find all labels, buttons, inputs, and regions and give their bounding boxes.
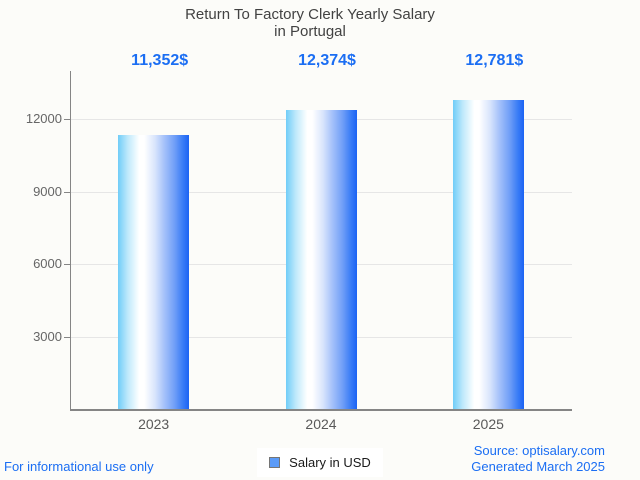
legend-label: Salary in USD [289, 455, 371, 470]
x-tick-label: 2025 [472, 416, 504, 432]
source-attribution: Source: optisalary.com Generated March 2… [471, 443, 605, 475]
y-tick-label: 6000 [33, 256, 62, 272]
y-axis-line [70, 71, 71, 411]
y-axis-tick [64, 119, 70, 121]
bar-2025[interactable] [452, 100, 524, 409]
bar-value-label: 11,352$ [131, 52, 189, 69]
generated-line: Generated March 2025 [471, 459, 605, 474]
y-tick-label: 12000 [25, 111, 62, 127]
bar-2024[interactable] [285, 110, 357, 409]
chart-title-line2: in Portugal [274, 23, 346, 40]
y-axis-tick [64, 264, 70, 266]
disclaimer-text: For informational use only [4, 459, 154, 474]
legend: Salary in USD [0, 448, 640, 477]
bar-value-label: 12,781$ [465, 52, 524, 69]
y-axis-tick [64, 191, 70, 193]
chart-title: Return To Factory Clerk Yearly Salary in… [0, 6, 620, 40]
bar-value-label: 12,374$ [298, 52, 356, 69]
y-tick-label: 3000 [33, 328, 62, 344]
x-tick-label: 2024 [305, 416, 337, 432]
y-axis-tick [64, 336, 70, 338]
x-axis-line [70, 409, 572, 411]
y-tick-label: 9000 [33, 183, 62, 199]
legend-swatch-icon [269, 457, 281, 468]
legend-item[interactable]: Salary in USD [257, 448, 383, 477]
bar-2023[interactable] [118, 134, 190, 409]
x-tick-label: 2023 [138, 416, 170, 432]
chart-title-line1: Return To Factory Clerk Yearly Salary [185, 6, 435, 23]
source-line: Source: optisalary.com [473, 443, 605, 458]
